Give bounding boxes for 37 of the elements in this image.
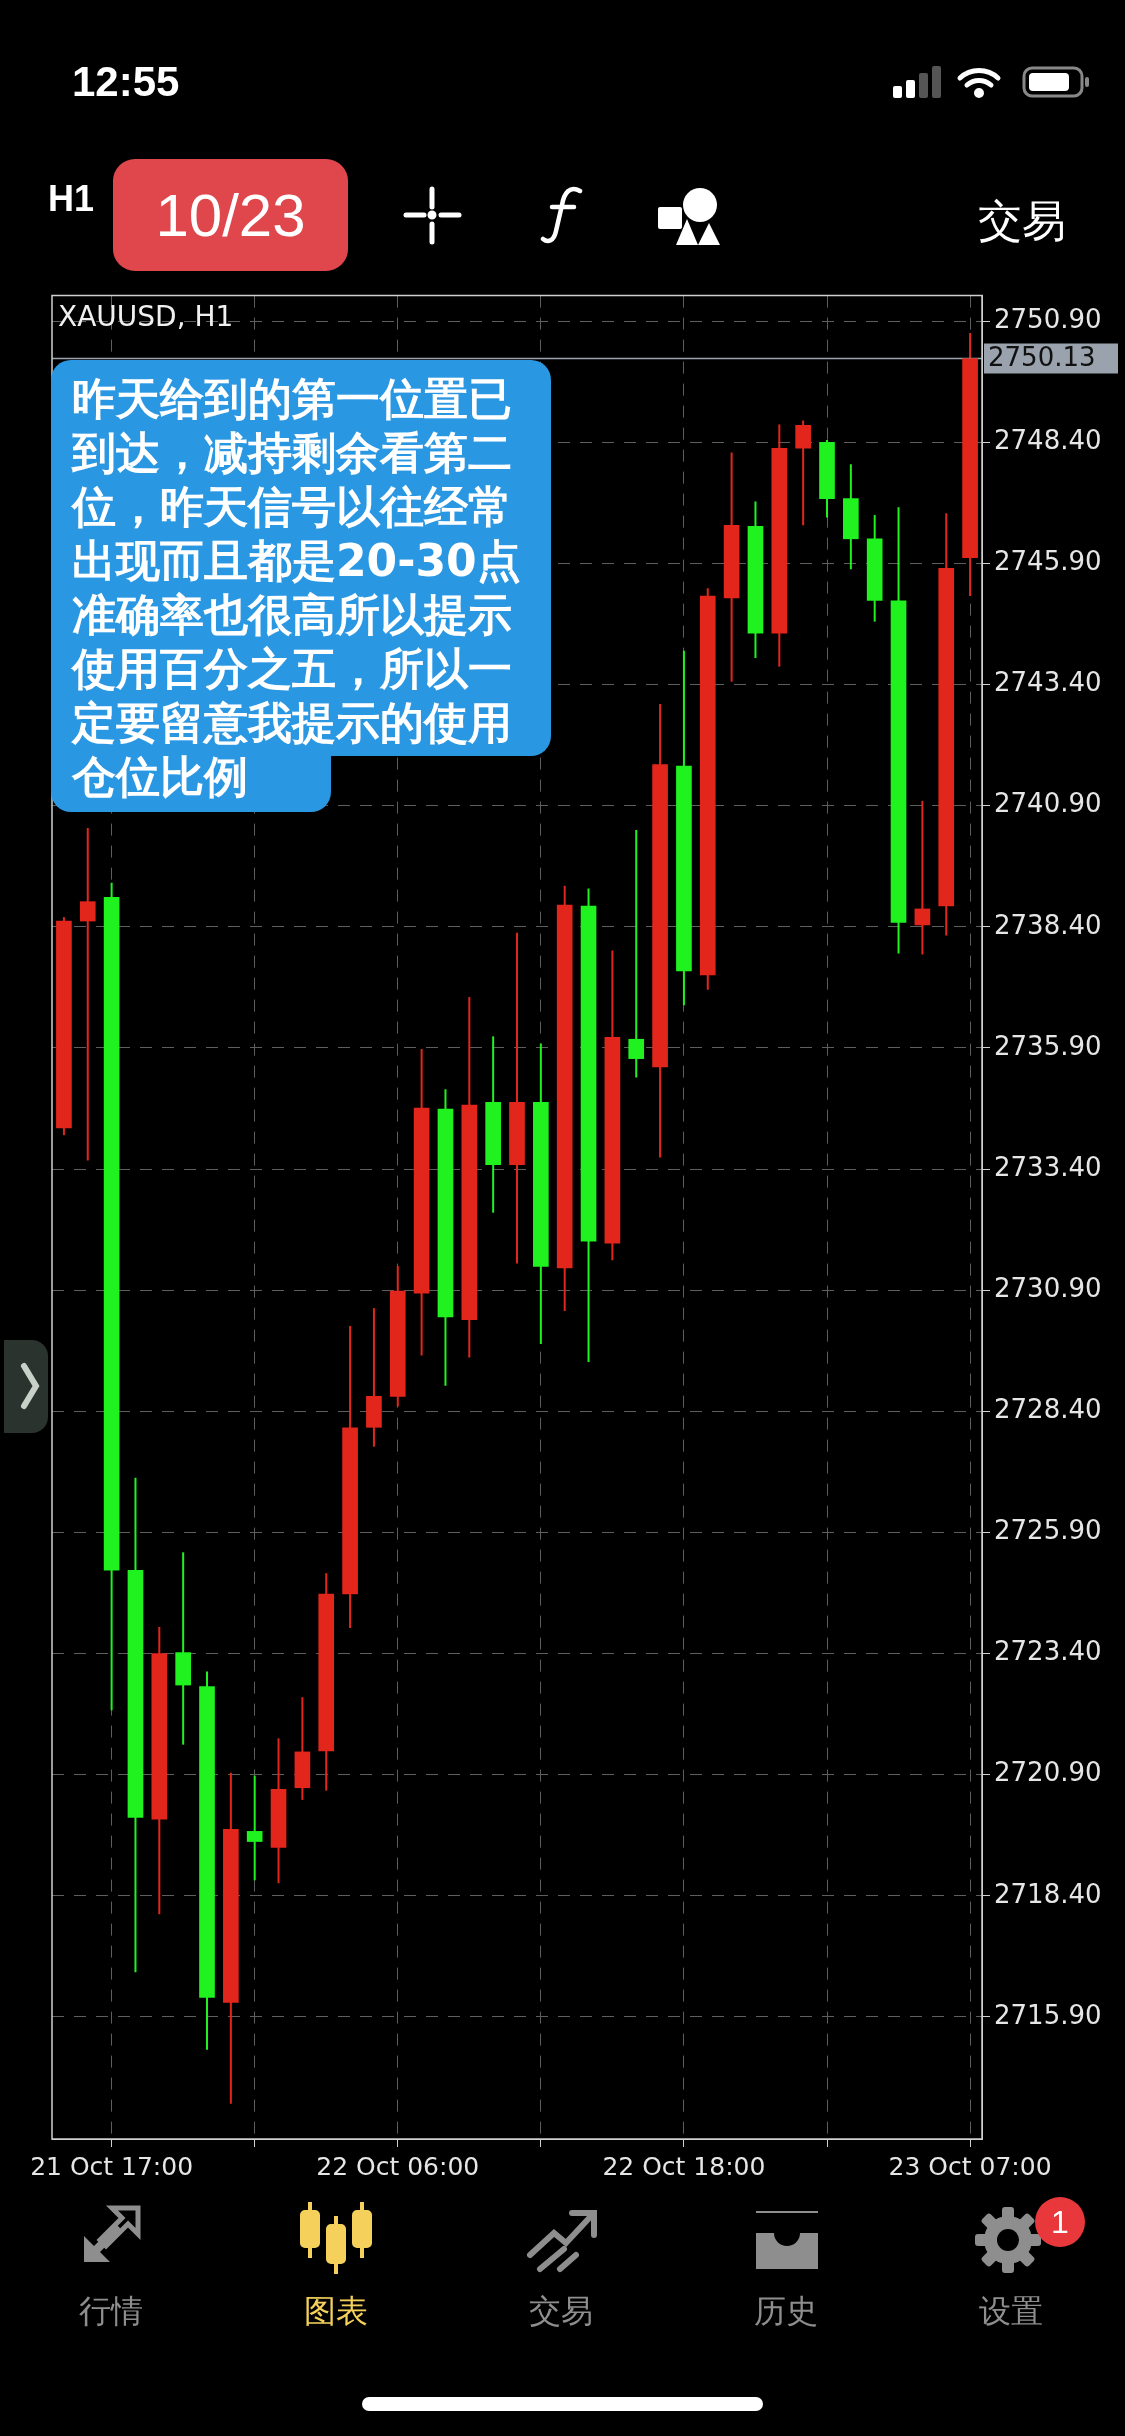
text: H1 xyxy=(48,178,96,221)
x-tick-label: 23 Oct 07:00 xyxy=(888,2151,1052,2181)
y-tick-label: 2730.90 xyxy=(994,1272,1102,1303)
y-tick-label: 2748.40 xyxy=(994,425,1102,456)
text: 行情 xyxy=(78,2291,144,2332)
y-tick-label: 2733.40 xyxy=(994,1151,1102,1182)
y-tick-label: 2715.90 xyxy=(994,1999,1102,2030)
text: 1 xyxy=(1035,2197,1085,2247)
y-tick-label: 2735.90 xyxy=(994,1030,1102,1061)
ref-line-label: 2750.13 xyxy=(988,342,1096,373)
candlestick xyxy=(795,419,811,527)
candlestick xyxy=(914,799,931,956)
y-tick-label: 2723.40 xyxy=(994,1636,1102,1667)
text: 交易 xyxy=(528,2291,594,2332)
y-tick-label: 2740.90 xyxy=(994,788,1102,819)
y-tick-label: 2718.40 xyxy=(994,1878,1102,1909)
x-tick-label: 22 Oct 06:00 xyxy=(316,2151,480,2181)
text: 设置 xyxy=(978,2291,1044,2332)
text: 12:55 xyxy=(72,58,181,107)
candlestick xyxy=(79,827,96,1162)
y-tick-label: 2725.90 xyxy=(994,1515,1102,1546)
text: 交易 xyxy=(978,194,1067,246)
y-tick-label: 2738.40 xyxy=(994,909,1102,940)
x-tick-label: 22 Oct 18:00 xyxy=(602,2151,766,2181)
candlestick xyxy=(246,1774,263,1882)
text: 图表 xyxy=(303,2291,369,2332)
candlestick xyxy=(628,828,645,1079)
y-tick-label: 2743.40 xyxy=(994,667,1102,698)
y-tick-label: 2720.90 xyxy=(994,1757,1102,1788)
y-tick-label: 2745.90 xyxy=(994,546,1102,577)
annotation: 昨天给到的第一位置已到达，减持剩余看第二位，昨天信号以往经常出现而且都是20-30点准确率也很高所以提示使用百分之五，所以一定要留意我提示的使用仓位比例 xyxy=(72,372,522,804)
text: 历史 xyxy=(753,2291,819,2332)
chart-title: XAUUSD, H1 xyxy=(58,300,235,335)
x-tick-label: 21 Oct 17:00 xyxy=(30,2151,194,2181)
y-tick-label: 2728.40 xyxy=(994,1394,1102,1425)
y-tick-label: 2750.90 xyxy=(994,304,1102,335)
text: 10/23 xyxy=(113,159,348,271)
